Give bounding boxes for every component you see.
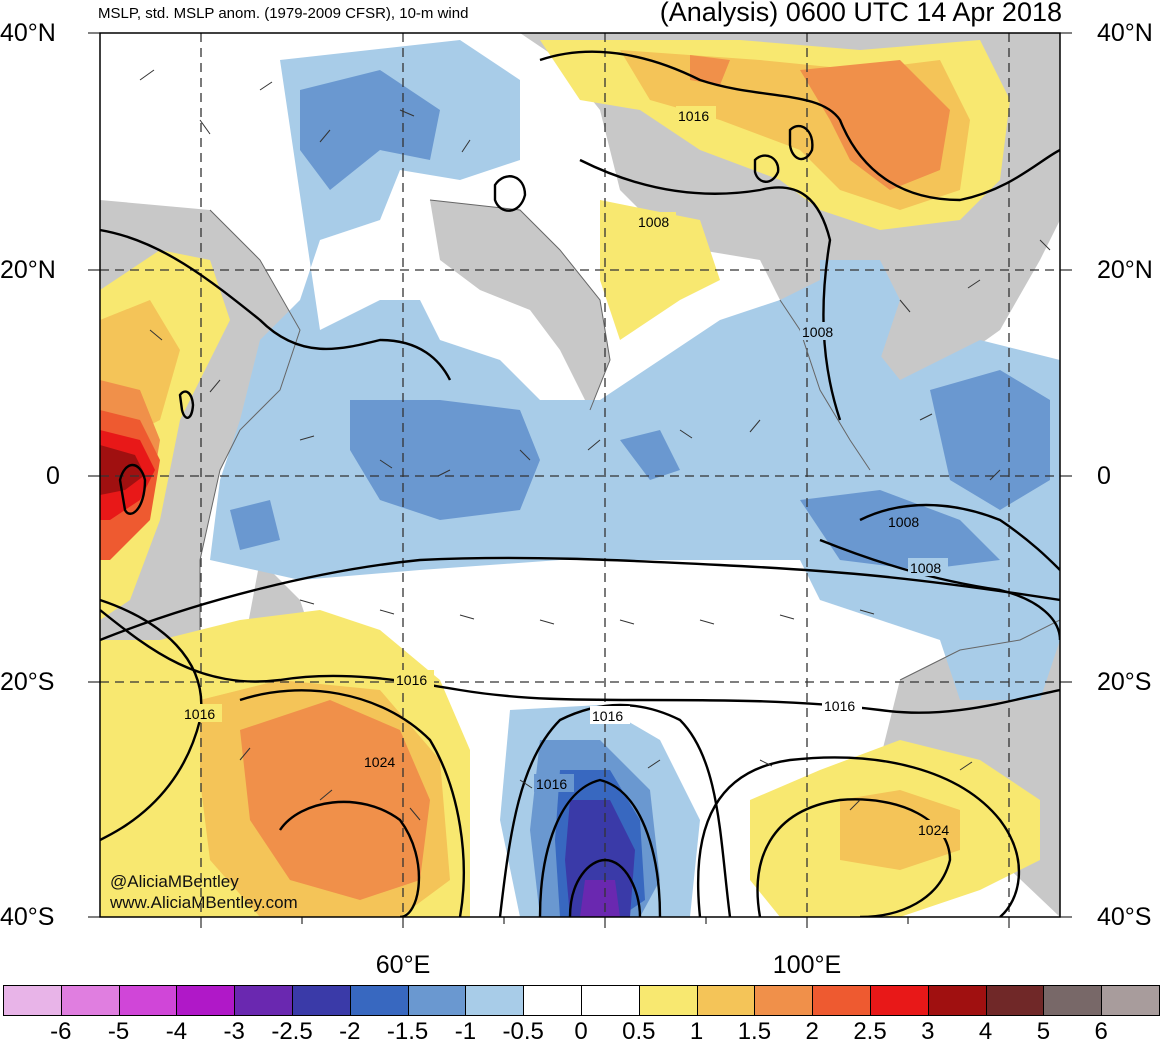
lat-label-left: 40°N: [0, 19, 56, 47]
lat-label-right: 20°S: [1097, 668, 1152, 696]
legend-swatch: [349, 985, 409, 1016]
lat-label-left: 40°S: [0, 903, 55, 931]
legend-label: 2.5: [853, 1018, 887, 1045]
legend-swatch: [407, 985, 467, 1016]
legend-swatch: [696, 985, 756, 1016]
isobar-label: 1008: [888, 514, 919, 530]
legend-swatch: [812, 985, 871, 1016]
legend-label: -0.5: [502, 1018, 544, 1045]
graticule: [100, 33, 1060, 917]
legend-label: 4: [978, 1018, 993, 1045]
legend-swatch: [927, 985, 987, 1016]
legend-label: 6: [1094, 1018, 1108, 1045]
legend-swatch: [176, 985, 236, 1016]
lat-label-left: 20°S: [0, 668, 55, 696]
legend-swatch: [1101, 985, 1160, 1016]
lat-label-right: 40°N: [1097, 19, 1153, 47]
isobar-label: 1008: [910, 560, 941, 576]
lon-label: 60°E: [375, 951, 431, 979]
plot-border: [99, 32, 1061, 918]
lat-label-right: 0: [1097, 462, 1111, 490]
lat-label-left: 20°N: [0, 256, 56, 284]
title-left: MSLP, std. MSLP anom. (1979-2009 CFSR), …: [98, 5, 469, 22]
legend-swatch: [581, 985, 640, 1016]
legend-swatch: [985, 985, 1045, 1016]
legend-label: -4: [165, 1018, 188, 1045]
isobars: [100, 50, 1060, 917]
lat-label-right: 40°S: [1097, 903, 1152, 931]
legend-label: 0.5: [622, 1018, 656, 1045]
wind-barbs: [139, 69, 1051, 821]
legend-swatch: [638, 985, 698, 1016]
lon-label: 100°E: [772, 951, 842, 979]
legend-swatch: [523, 985, 582, 1016]
isobar-label: 1024: [364, 754, 395, 770]
legend-label: -5: [107, 1018, 130, 1045]
isobar-label: 1016: [184, 706, 215, 722]
tick-marks: [88, 32, 1072, 928]
legend-swatch: [118, 985, 178, 1016]
legend-swatch: [870, 985, 929, 1016]
legend-label: -2: [339, 1018, 361, 1045]
legend-label: -2.5: [271, 1018, 313, 1045]
legend-swatch: [3, 985, 62, 1016]
isobar-label: 1016: [678, 108, 709, 124]
legend-label: 0: [574, 1018, 588, 1045]
credit-website: www.AliciaMBentley.com: [110, 893, 298, 912]
legend-label: 3: [921, 1018, 935, 1045]
legend-label: -3: [223, 1018, 245, 1045]
lat-label-left: 0: [46, 462, 60, 490]
isobar-label: 1008: [638, 214, 669, 230]
legend-label: 5: [1036, 1018, 1051, 1045]
legend-label: 1: [689, 1018, 704, 1045]
legend-label: 2: [805, 1018, 819, 1045]
legend-swatch: [234, 985, 293, 1016]
legend-swatch: [60, 985, 120, 1016]
legend-swatch: [292, 985, 351, 1016]
legend-label: 1.5: [737, 1018, 772, 1045]
isobar-labels: 1016 1008 1008 1008 1008 1016 1016 1016 …: [182, 106, 956, 838]
map-plot: 1016 1008 1008 1008 1008 1016 1016 1016 …: [88, 32, 1072, 928]
legend-swatch: [1043, 985, 1103, 1016]
isobar-label: 1008: [802, 324, 833, 340]
legend-label: -1: [454, 1018, 477, 1045]
legend-swatch: [754, 985, 814, 1016]
title-right: (Analysis) 0600 UTC 14 Apr 2018: [659, 0, 1062, 27]
isobar-label: 1024: [918, 822, 949, 838]
isobar-label: 1016: [592, 708, 623, 724]
coastlines: [199, 199, 1060, 681]
legend-swatch: [465, 985, 525, 1016]
isobar-label: 1016: [396, 672, 427, 688]
isobar-label: 1016: [536, 776, 567, 792]
credit-handle: @AliciaMBentley: [110, 872, 239, 891]
legend-label: -6: [50, 1018, 72, 1045]
lat-label-right: 20°N: [1097, 256, 1153, 284]
isobar-label: 1016: [824, 698, 855, 714]
legend-label: -1.5: [386, 1018, 429, 1045]
